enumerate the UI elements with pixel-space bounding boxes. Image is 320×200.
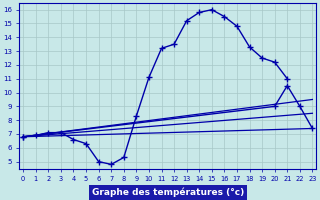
X-axis label: Graphe des températures (°c): Graphe des températures (°c) bbox=[92, 188, 244, 197]
